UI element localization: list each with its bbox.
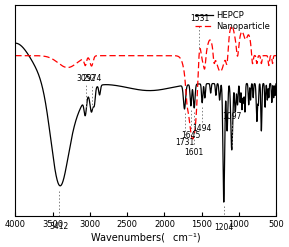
HEPCP [222,201,225,204]
HEPCP [27,54,31,57]
HEPCP [275,82,278,85]
Text: 1531: 1531 [190,14,209,23]
Nanoparticle [82,60,86,63]
Legend: HEPCP, Nanoparticle: HEPCP, Nanoparticle [193,9,272,32]
HEPCP [140,89,143,92]
Text: 1097: 1097 [222,112,241,121]
Text: 1645: 1645 [181,131,201,140]
Text: 1204: 1204 [214,223,234,232]
HEPCP [82,107,86,110]
Nanoparticle [112,54,116,57]
Nanoparticle [230,24,234,27]
Line: Nanoparticle: Nanoparticle [15,26,276,139]
Text: 1494: 1494 [192,124,212,133]
Text: 1731: 1731 [175,138,194,147]
X-axis label: Wavenumbers(  cm⁻¹): Wavenumbers( cm⁻¹) [91,232,201,242]
Nanoparticle [191,137,194,140]
HEPCP [190,93,194,96]
Nanoparticle [275,54,278,57]
HEPCP [117,84,121,87]
Nanoparticle [14,54,17,57]
Text: 3412: 3412 [50,222,69,231]
Nanoparticle [190,136,194,139]
Line: HEPCP: HEPCP [15,43,276,202]
Text: 2974: 2974 [82,74,101,83]
HEPCP [14,42,17,45]
Nanoparticle [140,54,143,57]
Nanoparticle [117,54,121,57]
Nanoparticle [27,54,31,57]
Text: 3052: 3052 [76,74,96,82]
HEPCP [112,84,116,87]
Text: 1601: 1601 [185,148,204,157]
